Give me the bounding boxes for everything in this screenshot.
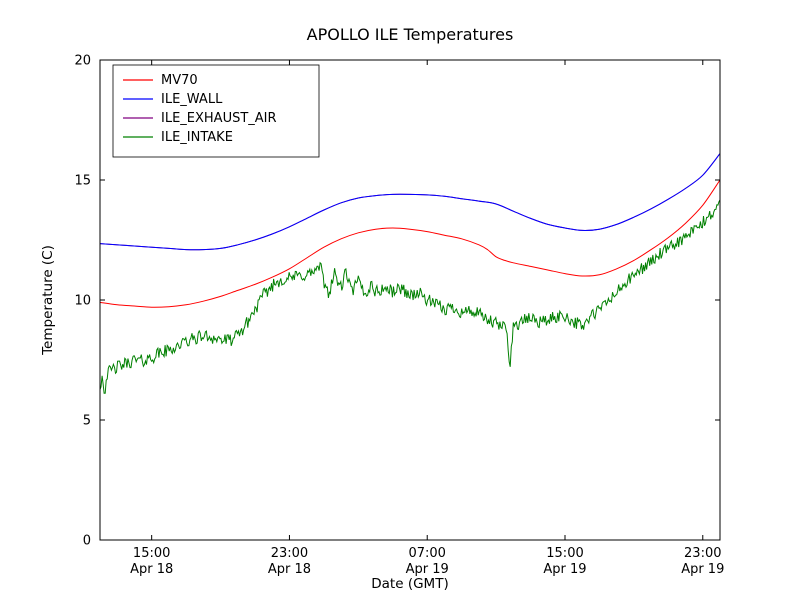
y-tick-label: 10 [74,294,91,309]
x-tick-label-date: Apr 19 [681,562,724,577]
y-axis-label: Temperature (C) [40,245,56,356]
x-tick-label-time: 23:00 [271,546,308,561]
legend-label-ILE_EXHAUST_AIR: ILE_EXHAUST_AIR [161,111,277,126]
x-tick-label-time: 15:00 [546,546,583,561]
x-tick-label-date: Apr 19 [406,562,449,577]
y-tick-label: 15 [74,174,91,189]
x-tick-label-date: Apr 18 [130,562,173,577]
legend-label-MV70: MV70 [161,73,198,88]
legend-label-ILE_WALL: ILE_WALL [161,92,223,107]
x-tick-label-date: Apr 18 [268,562,311,577]
chart-title: APOLLO ILE Temperatures [307,25,514,44]
legend-label-ILE_INTAKE: ILE_INTAKE [161,130,233,145]
x-tick-label-time: 23:00 [684,546,721,561]
x-tick-label-time: 07:00 [408,546,445,561]
y-tick-label: 0 [83,534,91,549]
y-tick-label: 20 [74,54,91,69]
x-tick-label-time: 15:00 [133,546,170,561]
series-line-ILE_WALL [100,153,720,251]
series-line-MV70 [100,179,720,308]
legend: MV70 ILE_WALL ILE_EXHAUST_AIR ILE_INTAKE [112,64,320,158]
y-tick-label: 5 [83,414,91,429]
series-line-ILE_INTAKE [100,199,720,394]
series-line-ILE_EXHAUST_AIR [100,153,720,251]
series-layer [100,153,720,394]
axis-ticks [100,59,720,541]
x-axis-label: Date (GMT) [371,576,448,592]
x-tick-label-date: Apr 19 [543,562,586,577]
